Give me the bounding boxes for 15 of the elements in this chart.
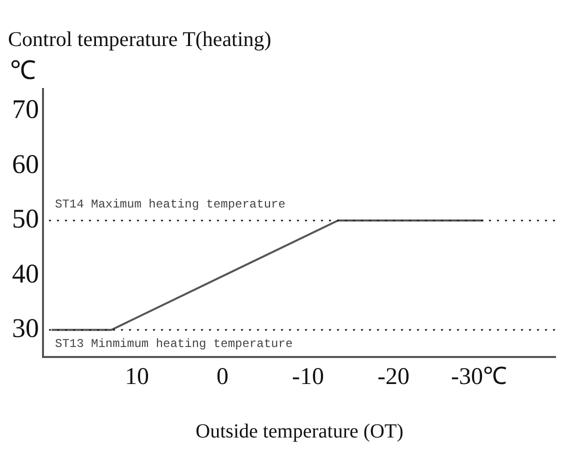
y-tick-label: 70 xyxy=(12,94,39,124)
x-axis-title: Outside temperature (OT) xyxy=(196,420,404,442)
y-axis-title: ℃ xyxy=(10,56,36,86)
y-tick-label: 30 xyxy=(12,312,39,343)
x-tick-label: 10 xyxy=(125,364,150,390)
x-tick-label: -20 xyxy=(378,364,410,390)
x-tick-label: -30℃ xyxy=(451,364,508,390)
x-tick-label: 0 xyxy=(216,364,229,390)
y-tick-label: 60 xyxy=(12,148,39,179)
y-tick-label: 50 xyxy=(12,204,39,234)
chart-title: Control temperature T(heating) xyxy=(8,27,272,52)
y-tick-label: 40 xyxy=(12,258,39,288)
ref-line-label: ST14 Maximum heating temperature xyxy=(55,198,286,212)
x-tick-label: -10 xyxy=(292,364,324,390)
ref-line-label: ST13 Minmimum heating temperature xyxy=(55,337,293,352)
